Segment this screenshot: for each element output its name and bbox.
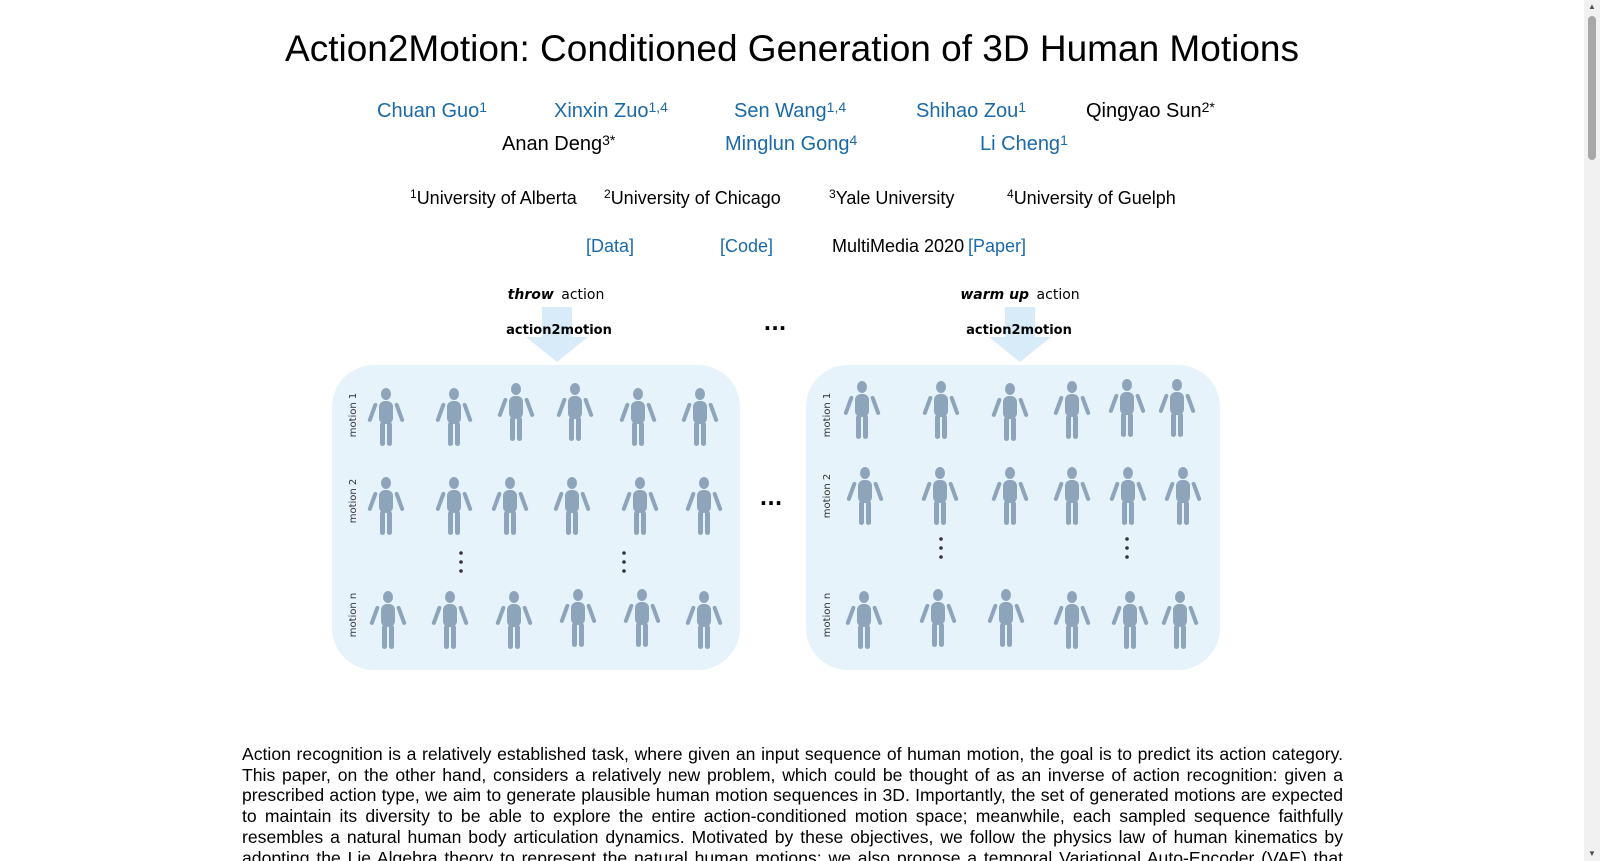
author-anan-deng: Anan Deng3* [502,132,615,156]
data-link[interactable]: [Data] [586,236,635,256]
svg-text:throw action: throw action [508,287,605,303]
author-affil-sup: 1 [1018,99,1027,115]
affiliation-guelph: 4University of Guelph [1007,187,1176,209]
left-action-header: throw action action2motion [506,287,612,362]
scroll-up-arrow-icon[interactable]: ▲ [1588,2,1596,11]
paper-link[interactable]: [Paper] [968,236,1027,256]
affil-sup: 1 [410,187,417,201]
author-name: Li Cheng [980,133,1061,155]
scroll-down-arrow-icon[interactable]: ▼ [1588,849,1596,858]
affil-sup: 4 [1007,187,1014,201]
row-label-motion-2: motion 2 [348,479,359,524]
author-affil-sup: 2* [1201,99,1215,115]
scrollbar-thumb[interactable] [1588,16,1596,160]
author-affil-sup: 3* [602,132,616,148]
vertical-ellipsis-icon [939,537,1129,559]
right-arrow-icon [989,307,1051,362]
svg-text:action2motion: action2motion [966,323,1072,338]
row-label-motion-1: motion 1 [822,393,833,438]
author-affil-sup: 1,4 [648,99,668,115]
author-name: Minglun Gong [725,133,850,155]
author-name: Sen Wang [734,100,827,122]
ellipsis-middle: ... [760,486,783,510]
author-link-sen-wang[interactable]: Sen Wang1,4 [734,99,846,123]
author-affil-sup: 1 [1060,132,1068,148]
affiliation-yale: 3Yale University [829,187,954,209]
vertical-ellipsis-icon [459,551,626,573]
throw-motion-panel: motion 1 motion 2 motion n [332,365,740,670]
abstract-text: Action recognition is a relatively estab… [242,743,1343,861]
author-qingyao-sun: Qingyao Sun2* [1086,99,1215,123]
vertical-scrollbar[interactable]: ▲ ▼ [1584,0,1600,861]
svg-text:action2motion: action2motion [506,323,612,338]
author-name: Shihao Zou [916,100,1019,122]
author-name: Chuan Guo [377,100,480,122]
teaser-figure: throw action action2motion ... ... warm … [332,287,1220,670]
venue-text: MultiMedia 2020 [832,236,965,256]
ellipsis-top: ... [764,311,787,335]
affil-name: University of Guelph [1013,188,1176,208]
row-label-motion-2: motion 2 [822,474,833,519]
affil-name: University of Alberta [416,188,577,208]
author-affil-sup: 1,4 [826,99,847,115]
author-name: Qingyao Sun [1086,100,1202,122]
warmup-motion-panel: motion 1 motion 2 motion n [806,365,1220,670]
affiliation-alberta: 1University of Alberta [410,187,577,209]
affil-sup: 3 [829,187,836,201]
affil-sup: 2 [604,187,611,201]
author-link-chuan-guo[interactable]: Chuan Guo1 [377,99,487,123]
author-link-li-cheng[interactable]: Li Cheng1 [980,132,1068,156]
left-arrow-icon [526,307,588,362]
author-link-minglun-gong[interactable]: Minglun Gong4 [725,132,857,156]
affil-name: Yale University [835,188,955,208]
row-label-motion-n: motion n [822,593,833,638]
affil-name: University of Chicago [610,188,781,208]
author-name: Anan Deng [502,133,603,155]
author-link-shihao-zou[interactable]: Shihao Zou1 [916,99,1026,123]
svg-text:warm up action: warm up action [960,287,1079,303]
author-name: Xinxin Zuo [554,100,649,122]
row-label-motion-1: motion 1 [348,393,359,438]
right-action-header: warm up action action2motion [960,287,1080,362]
page-title: Action2Motion: Conditioned Generation of… [285,28,1299,69]
affiliation-chicago: 2University of Chicago [604,187,781,209]
row-label-motion-n: motion n [348,593,359,638]
code-link[interactable]: [Code] [720,236,774,256]
author-affil-sup: 1 [479,99,488,115]
author-affil-sup: 4 [849,132,858,148]
author-link-xinxin-zuo[interactable]: Xinxin Zuo1,4 [554,99,668,123]
